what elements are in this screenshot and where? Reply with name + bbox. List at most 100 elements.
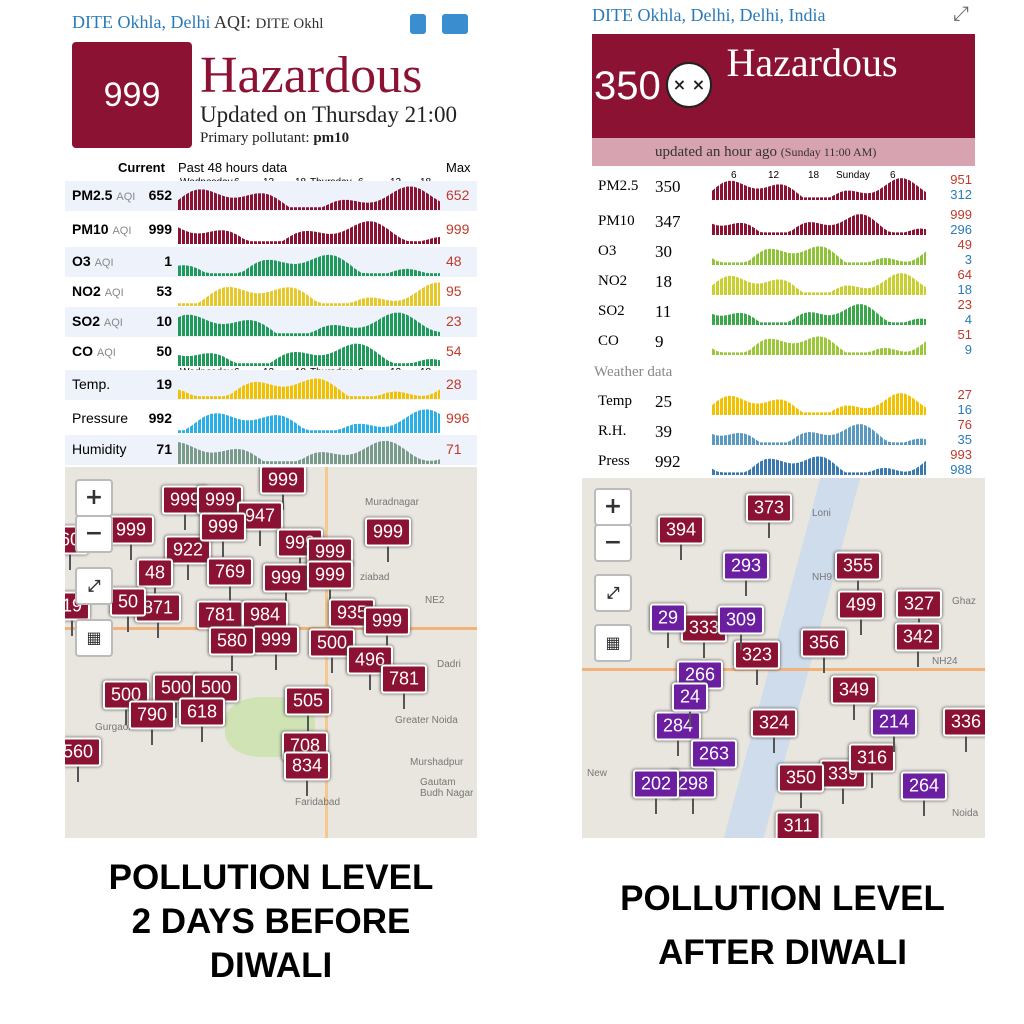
max-value: 652 [446, 187, 470, 203]
current-value: 11 [655, 302, 672, 321]
aqi-marker[interactable]: 394 [657, 515, 705, 545]
layers[interactable]: ▦ [75, 619, 113, 657]
current-value: 25 [655, 392, 672, 411]
zoom-out[interactable]: − [75, 515, 113, 553]
zoom-in[interactable]: + [594, 488, 632, 526]
zoom-out[interactable]: − [594, 524, 632, 562]
place-label: ziabad [360, 572, 390, 583]
sparkline [712, 304, 926, 325]
pollutant: Primary pollutant: pm10 [200, 130, 349, 147]
aqi-marker[interactable]: 769 [206, 557, 254, 587]
aqi-marker[interactable]: 50 [109, 587, 147, 617]
aqi-value: 350 [594, 64, 661, 108]
aqi-marker[interactable]: 560 [65, 737, 102, 767]
aqi-marker[interactable]: 499 [837, 590, 885, 620]
place-label: Noida [952, 808, 979, 819]
aqi-marker[interactable]: 580 [208, 626, 256, 656]
aqi-marker[interactable]: 349 [830, 675, 878, 705]
sparkline [712, 273, 926, 295]
max-value: 993 [950, 447, 972, 462]
place-label: Murshadpur [410, 757, 464, 768]
aqi-marker[interactable]: 947 [236, 501, 284, 531]
current-value: 39 [655, 422, 672, 441]
row-name: PM2.5 [598, 178, 639, 194]
aqi-marker[interactable]: 984 [241, 600, 289, 630]
aqi-marker[interactable]: 999 [259, 467, 307, 495]
marker-pin [823, 657, 825, 673]
aqi-marker[interactable]: 316 [848, 743, 896, 773]
current-value: 992 [655, 452, 681, 471]
aqi-marker[interactable]: 327 [895, 589, 943, 619]
aqi-marker[interactable]: 350 [777, 763, 825, 793]
min-value: 16 [957, 402, 972, 417]
aqi-marker[interactable]: 999 [364, 517, 412, 547]
aqi-marker[interactable]: 999 [199, 512, 247, 542]
weather-label: Weather data [594, 364, 673, 380]
aqi-marker[interactable]: 834 [283, 751, 331, 781]
sparkline [712, 214, 926, 235]
zoom-in[interactable]: + [75, 479, 113, 517]
aqi-marker[interactable]: 284 [654, 711, 702, 741]
aqi-marker[interactable]: 618 [178, 697, 226, 727]
caption-line: AFTER DIWALI [658, 933, 907, 972]
col-max: Max [446, 160, 471, 175]
aqi-marker[interactable]: 324 [750, 708, 798, 738]
aqi-marker[interactable]: 323 [733, 640, 781, 670]
aqi-marker[interactable]: 48 [136, 558, 174, 588]
aqi-marker[interactable]: 264 [900, 771, 948, 801]
place-label: Loni [812, 508, 831, 519]
aqi-marker[interactable]: 309 [717, 605, 765, 635]
layers[interactable]: ▦ [594, 624, 632, 662]
marker-pin [387, 546, 389, 562]
current-value: 71 [156, 441, 172, 457]
place-label: New [587, 768, 608, 779]
aqi-marker[interactable]: 999 [107, 515, 155, 545]
aqi-marker[interactable]: 999 [306, 560, 354, 590]
aqi-marker[interactable]: 999 [252, 625, 300, 655]
fullscreen[interactable]: ⤢ [75, 567, 113, 605]
aqi-marker[interactable]: 496 [346, 645, 394, 675]
aqi-marker[interactable]: 263 [690, 739, 738, 769]
row-name: SO2 AQI [72, 313, 123, 329]
aqi-marker[interactable]: 336 [942, 707, 985, 737]
aqi-marker[interactable]: 356 [800, 628, 848, 658]
station-link: DITE Okhla, Delhi [72, 12, 211, 32]
aqi-marker[interactable]: 293 [722, 551, 770, 581]
marker-pin [403, 693, 405, 709]
max-value: 996 [446, 410, 470, 426]
aqi-marker[interactable]: 781 [196, 600, 244, 630]
row-name: SO2 [598, 303, 625, 319]
max-value: 95 [446, 283, 462, 299]
current-value: 53 [156, 283, 172, 299]
current-value: 992 [148, 410, 172, 426]
max-value: 951 [950, 172, 972, 187]
min-value: 35 [957, 432, 972, 447]
aqi-marker[interactable]: 355 [834, 551, 882, 581]
row-name: NO2 [598, 273, 628, 289]
aqi-marker[interactable]: 999 [196, 485, 244, 515]
aqi-marker[interactable]: 505 [284, 686, 332, 716]
aqi-marker[interactable]: 999 [363, 606, 411, 636]
max-value: 54 [446, 343, 462, 359]
marker-pin [285, 592, 287, 608]
aqi-marker[interactable]: 311 [775, 811, 821, 838]
row-name: CO AQI [72, 343, 116, 359]
max-value: 48 [446, 253, 462, 269]
fullscreen[interactable]: ⤢ [594, 574, 632, 612]
aqi-marker[interactable]: 999 [262, 563, 310, 593]
marker-pin [800, 792, 802, 808]
aqi-marker[interactable]: 202 [632, 769, 680, 799]
aqi-marker[interactable]: 214 [870, 707, 918, 737]
max-value: 999 [446, 221, 470, 237]
current-value: 1 [164, 253, 172, 269]
aqi-marker[interactable]: 790 [128, 700, 176, 730]
aqi-marker[interactable]: 29 [649, 603, 687, 633]
aqi-marker[interactable]: 342 [894, 622, 942, 652]
aqi-marker[interactable]: 24 [671, 682, 709, 712]
max-value: 28 [446, 376, 462, 392]
max-value: 49 [957, 237, 972, 252]
icon [410, 14, 426, 34]
aqi-marker[interactable]: 781 [380, 664, 428, 694]
aqi-marker[interactable]: 373 [745, 493, 793, 523]
pollutant-name: Humidity [72, 441, 127, 457]
